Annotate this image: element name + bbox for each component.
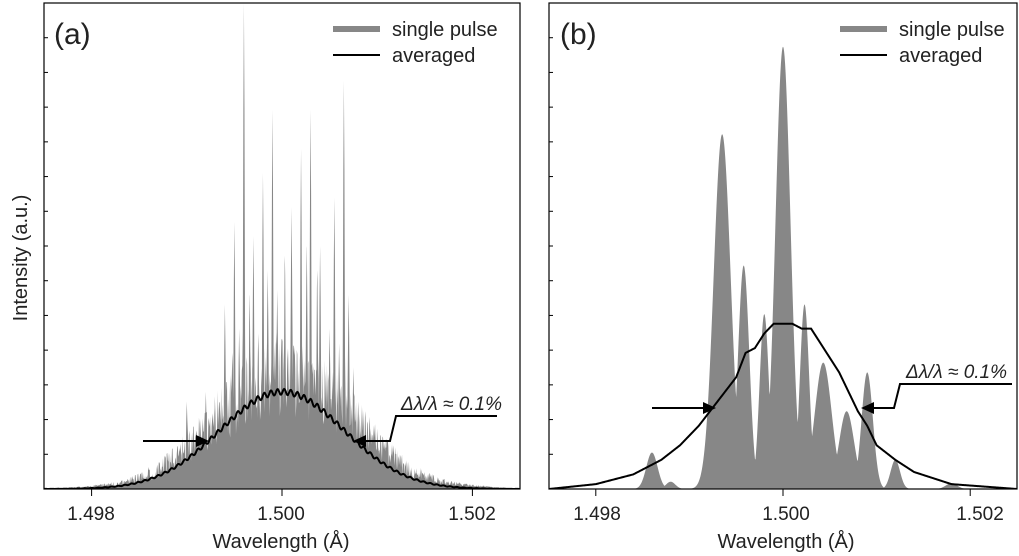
fwhm-label-a: Δλ/λ ≈ 0.1% [400, 394, 502, 415]
x-axis-label-b: Wavelength (Å) [717, 530, 854, 553]
panel-label-a: (a) [54, 18, 91, 51]
x-axis-label-a: Wavelength (Å) [212, 530, 349, 553]
fwhm-arrow-right-b [864, 383, 1012, 409]
legend-label-single-b: single pulse [899, 19, 1005, 41]
x-tick-label-b-1502: 1.502 [956, 504, 1004, 525]
x-tick-label-a-1500: 1.500 [257, 504, 305, 525]
fwhm-arrowhead-right-a [353, 435, 366, 447]
x-tick-label-a-1498: 1.498 [67, 504, 115, 525]
fwhm-annotation-a: Δλ/λ ≈ 0.1% [143, 394, 502, 447]
x-tick-label-a-1502: 1.502 [448, 504, 496, 525]
fwhm-arrowhead-left-a [196, 435, 209, 447]
panel-label-b: (b) [560, 18, 597, 51]
y-ticks-b [549, 37, 553, 455]
panel-a: 1.498 1.500 1.502 Wavelength (Å) (a) sin… [43, 2, 521, 553]
fwhm-arrowhead-right-b [861, 402, 874, 414]
x-tick-label-b-1498: 1.498 [573, 504, 621, 525]
fwhm-arrow-right-a [356, 415, 497, 442]
y-axis-label: Intensity (a.u.) [10, 195, 32, 322]
y-ticks-a [44, 37, 48, 455]
legend-label-single-a: single pulse [392, 19, 498, 41]
fwhm-label-b: Δλ/λ ≈ 0.1% [905, 362, 1007, 383]
averaged-series-a [44, 387, 520, 489]
single-pulse-series-b [549, 46, 1017, 489]
legend-b: single pulse averaged [840, 19, 1005, 67]
fwhm-annotation-b: Δλ/λ ≈ 0.1% [652, 362, 1012, 414]
panel-b: 1.498 1.500 1.502 Wavelength (Å) (b) sin… [548, 2, 1018, 553]
x-tick-label-b-1500: 1.500 [762, 504, 810, 525]
legend-a: single pulse averaged [333, 19, 498, 67]
x-ticks-a [91, 489, 473, 496]
legend-label-averaged-b: averaged [899, 45, 982, 67]
x-ticks-b [595, 489, 971, 496]
legend-label-averaged-a: averaged [392, 45, 475, 67]
fwhm-arrowhead-left-b [703, 402, 716, 414]
averaged-series-b [549, 322, 1017, 489]
